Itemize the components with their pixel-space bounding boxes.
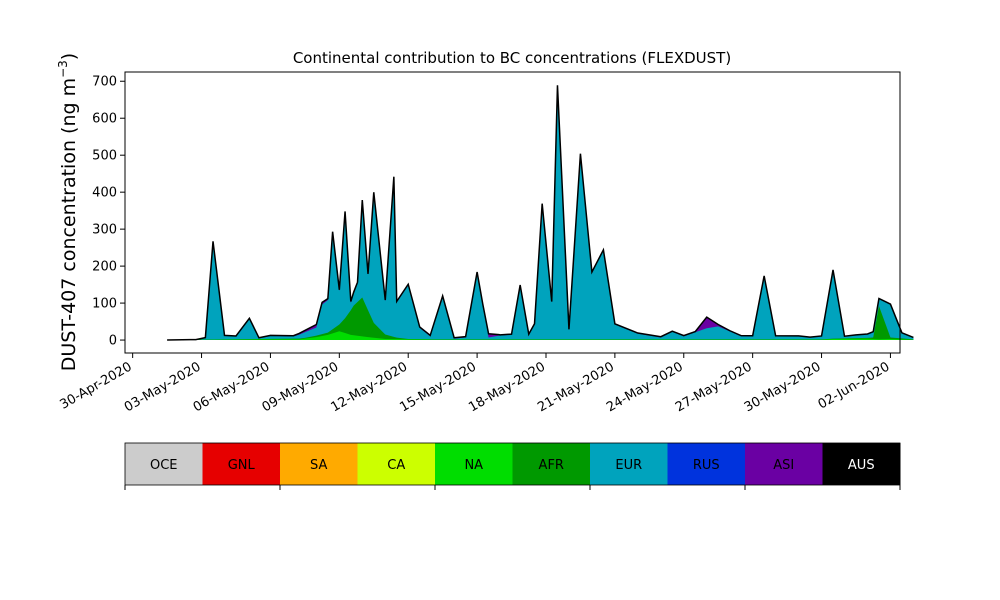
colorbar-label: ASI bbox=[773, 458, 794, 473]
x-tick-label: 12-May-2020 bbox=[329, 359, 411, 415]
y-tick-label: 600 bbox=[92, 112, 117, 127]
y-axis-label-close: ) bbox=[58, 53, 80, 60]
y-tick-label: 0 bbox=[109, 334, 117, 349]
y-tick-label: 500 bbox=[92, 149, 117, 164]
x-tick-label: 03-May-2020 bbox=[122, 359, 204, 415]
y-tick-label: 400 bbox=[92, 186, 117, 201]
x-tick-label: 09-May-2020 bbox=[260, 359, 342, 415]
y-tick-label: 100 bbox=[92, 297, 117, 312]
x-tick-label: 30-May-2020 bbox=[742, 359, 824, 415]
colorbar-cell-oce bbox=[125, 443, 203, 485]
x-tick-label: 02-Jun-2020 bbox=[816, 359, 893, 412]
y-tick-label: 700 bbox=[92, 75, 117, 90]
x-tick-label: 24-May-2020 bbox=[604, 359, 686, 415]
colorbar-label: RUS bbox=[693, 458, 720, 473]
y-tick-label: 200 bbox=[92, 260, 117, 275]
colorbar-cell-ca bbox=[357, 443, 436, 485]
area-eur bbox=[167, 86, 914, 341]
colorbar-label: SA bbox=[310, 458, 327, 473]
stacked-areas bbox=[167, 85, 914, 341]
total-line bbox=[167, 85, 914, 341]
x-axis: 30-Apr-202003-May-202006-May-202009-May-… bbox=[58, 353, 893, 415]
colorbar-cell-na bbox=[435, 443, 513, 485]
colorbar-cell-rus bbox=[667, 443, 746, 485]
plot-frame bbox=[124, 71, 901, 354]
x-tick-label: 21-May-2020 bbox=[535, 359, 617, 415]
y-axis-label-superscript: −3 bbox=[56, 60, 70, 78]
y-axis-label-main: DUST-407 concentration (ng m bbox=[58, 78, 80, 371]
colorbar-label: EUR bbox=[615, 458, 642, 473]
area-afr bbox=[167, 297, 914, 341]
colorbar-label: CA bbox=[387, 458, 405, 473]
region-colorbar: OCE GNL SA CA NA AFR EUR RUS ASI AUS bbox=[124, 442, 901, 490]
colorbar-cell-afr bbox=[512, 443, 591, 485]
colorbar-label: OCE bbox=[150, 458, 178, 473]
x-tick-label: 27-May-2020 bbox=[673, 359, 755, 415]
colorbar-label: NA bbox=[464, 458, 483, 473]
y-tick-label: 300 bbox=[92, 223, 117, 238]
colorbar-label: AFR bbox=[539, 458, 564, 473]
x-tick-label: 06-May-2020 bbox=[191, 359, 273, 415]
x-tick-label: 15-May-2020 bbox=[397, 359, 479, 415]
area-na bbox=[167, 331, 914, 341]
colorbar-cell-gnl bbox=[202, 443, 281, 485]
chart-title: Continental contribution to BC concentra… bbox=[293, 49, 731, 67]
colorbar-cell-eur bbox=[590, 443, 668, 485]
colorbar-label: GNL bbox=[228, 458, 256, 473]
y-axis-label: DUST-407 concentration (ng m−3) bbox=[56, 53, 80, 371]
colorbar-frame bbox=[124, 442, 901, 486]
y-axis: 0 100 200 300 400 500 600 700 bbox=[92, 75, 125, 349]
colorbar-label: AUS bbox=[848, 458, 875, 473]
total-outline bbox=[167, 85, 914, 341]
colorbar-cell-asi bbox=[745, 443, 823, 485]
colorbar-cell-aus bbox=[822, 443, 901, 485]
x-tick-label: 18-May-2020 bbox=[466, 359, 548, 415]
colorbar-cell-sa bbox=[280, 443, 358, 485]
main-plot: Continental contribution to BC concentra… bbox=[56, 49, 914, 415]
